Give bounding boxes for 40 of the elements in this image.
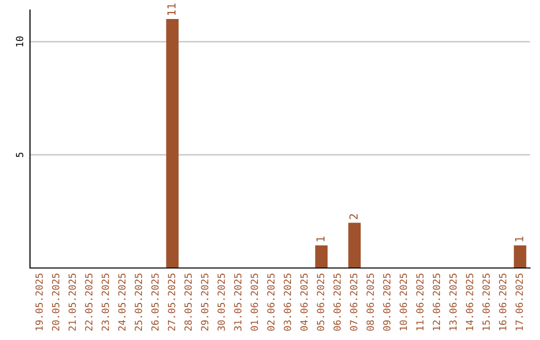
x-tick-label: 10.06.2025 <box>400 274 408 330</box>
x-tick-label: 27.05.2025 <box>168 274 176 331</box>
x-tick-label: 01.06.2025 <box>250 274 258 331</box>
x-tick-label: 16.06.2025 <box>499 274 506 330</box>
x-tick-label: 05.06.2025 <box>316 274 324 331</box>
x-tick-label: 24.05.2025 <box>118 274 126 331</box>
x-tick-label: 17.06.2025 <box>516 274 523 330</box>
x-tick-label: 15.06.2025 <box>482 274 490 330</box>
bar <box>348 222 361 268</box>
x-tick-label: 04.06.2025 <box>300 274 308 331</box>
x-tick-label: 22.05.2025 <box>85 274 92 331</box>
data-label: 1 <box>515 236 524 242</box>
x-tick-label: 13.06.2025 <box>449 274 457 330</box>
data-label: 2 <box>349 214 358 220</box>
bar <box>315 245 328 268</box>
x-tick-label: 20.05.2025 <box>52 274 60 331</box>
x-tick-label: 28.05.2025 <box>184 274 192 331</box>
y-tick-label: 5 <box>16 152 24 158</box>
x-tick-label: 21.05.2025 <box>68 274 76 331</box>
x-tick-label: 26.05.2025 <box>151 274 159 331</box>
bar <box>166 19 179 268</box>
x-tick-label: 11.06.2025 <box>416 274 424 330</box>
x-tick-label: 12.06.2025 <box>432 274 440 330</box>
y-tick-label: 10 <box>16 36 24 46</box>
x-tick-label: 09.06.2025 <box>383 274 390 331</box>
data-label: 11 <box>167 4 176 15</box>
bar <box>514 245 526 268</box>
x-tick-label: 08.06.2025 <box>366 274 374 331</box>
x-tick-label: 02.06.2025 <box>267 274 275 331</box>
x-tick-label: 30.05.2025 <box>218 274 225 331</box>
data-label: 1 <box>316 236 324 242</box>
x-tick-label: 07.06.2025 <box>350 274 358 331</box>
x-tick-label: 31.05.2025 <box>234 274 242 331</box>
x-tick-label: 14.06.2025 <box>466 274 474 330</box>
x-tick-label: 29.05.2025 <box>200 274 208 331</box>
x-tick-label: 06.06.2025 <box>333 274 341 331</box>
x-tick-label: 03.06.2025 <box>284 274 292 331</box>
x-tick-label: 25.05.2025 <box>134 274 142 331</box>
x-tick-label: 19.05.2025 <box>35 274 43 330</box>
x-tick-label: 23.05.2025 <box>102 274 110 331</box>
